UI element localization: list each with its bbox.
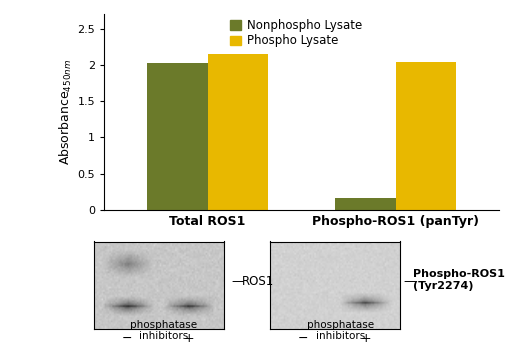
Text: —: — (231, 275, 244, 288)
Text: phosphatase
inhibitors: phosphatase inhibitors (307, 320, 374, 341)
Text: Phospho-ROS1
(Tyr2274): Phospho-ROS1 (Tyr2274) (413, 269, 505, 291)
Y-axis label: Absorbance$_{450nm}$: Absorbance$_{450nm}$ (58, 59, 74, 165)
Bar (335, 198, 396, 210)
Text: ROS1: ROS1 (242, 275, 274, 288)
Bar (207, 54, 268, 210)
Text: phosphatase
inhibitors: phosphatase inhibitors (130, 320, 198, 341)
Legend: Nonphospho Lysate, Phospho Lysate: Nonphospho Lysate, Phospho Lysate (228, 18, 364, 49)
Bar (147, 63, 207, 210)
Bar (396, 62, 456, 210)
Text: —: — (403, 275, 415, 288)
